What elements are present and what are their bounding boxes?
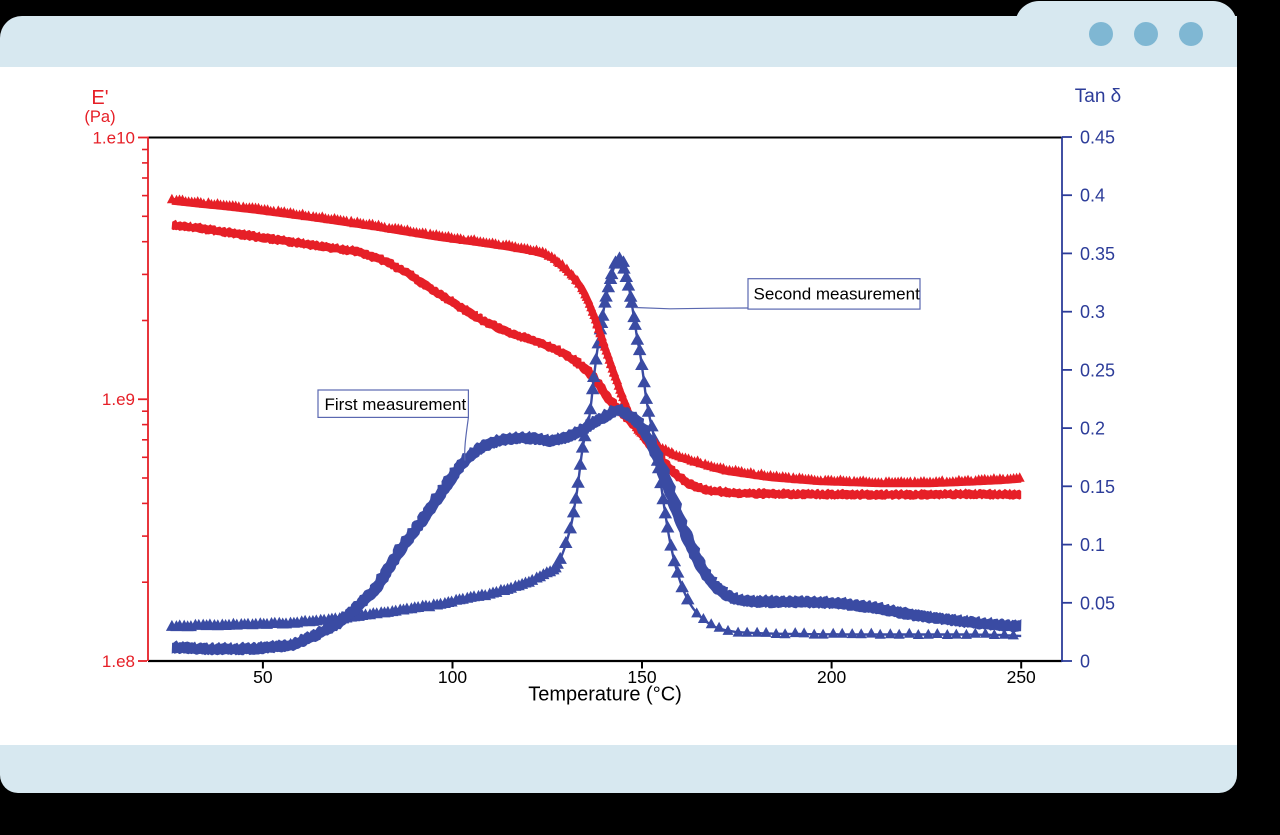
svg-text:Tan δ: Tan δ (1075, 86, 1122, 107)
svg-text:0.35: 0.35 (1080, 244, 1115, 264)
svg-text:0.05: 0.05 (1080, 593, 1115, 613)
svg-text:0.3: 0.3 (1080, 302, 1105, 322)
svg-text:1.e8: 1.e8 (102, 652, 135, 671)
svg-text:0.25: 0.25 (1080, 360, 1115, 380)
svg-text:First measurement: First measurement (325, 395, 467, 414)
svg-text:100: 100 (438, 667, 467, 687)
svg-text:Temperature (°C): Temperature (°C) (528, 684, 682, 706)
svg-text:0.1: 0.1 (1080, 535, 1105, 555)
svg-text:50: 50 (253, 667, 273, 687)
svg-text:0.2: 0.2 (1080, 419, 1105, 439)
svg-text:0: 0 (1080, 652, 1090, 672)
svg-text:1.e10: 1.e10 (92, 128, 135, 147)
svg-text:E': E' (91, 87, 108, 109)
svg-text:250: 250 (1007, 667, 1036, 687)
svg-text:200: 200 (817, 667, 846, 687)
svg-text:1.e9: 1.e9 (102, 390, 135, 409)
svg-text:Second measurement: Second measurement (754, 285, 921, 304)
svg-text:0.4: 0.4 (1080, 186, 1105, 206)
svg-text:0.15: 0.15 (1080, 477, 1115, 497)
svg-text:150: 150 (627, 667, 656, 687)
svg-text:(Pa): (Pa) (84, 108, 115, 126)
svg-text:0.45: 0.45 (1080, 128, 1115, 148)
